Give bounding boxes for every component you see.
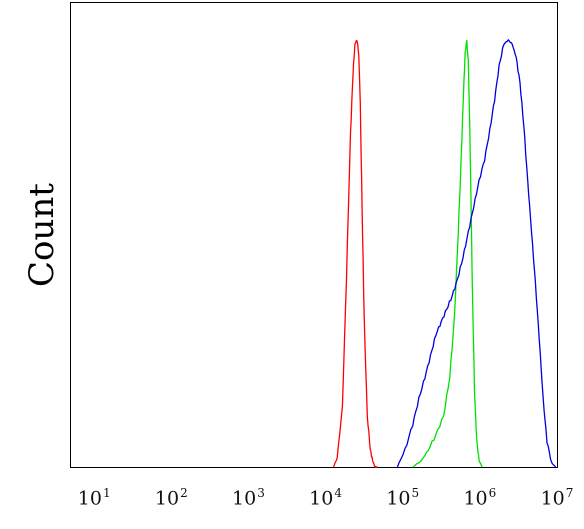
x-tick-base: 10	[463, 487, 488, 510]
x-tick-base: 10	[309, 487, 334, 510]
x-tick-exponent: 3	[257, 486, 265, 500]
x-tick-base: 10	[232, 487, 257, 510]
x-tick-label: 102	[155, 486, 188, 509]
x-tick-exponent: 6	[488, 486, 497, 500]
x-tick-exponent: 5	[411, 486, 420, 500]
x-tick-label: 104	[309, 486, 342, 509]
plot-area-frame	[70, 2, 558, 468]
histogram-series-line	[396, 39, 557, 468]
x-tick-label: 106	[463, 486, 496, 509]
x-tick-exponent: 7	[565, 486, 574, 500]
x-tick-label: 101	[78, 486, 111, 509]
x-tick-base: 10	[77, 487, 102, 510]
x-tick-exponent: 4	[334, 486, 343, 500]
x-tick-base: 10	[386, 487, 411, 510]
x-tick-base: 10	[540, 487, 565, 510]
x-tick-exponent: 2	[180, 486, 188, 500]
x-tick-label: 107	[541, 486, 574, 509]
x-tick-label: 105	[386, 486, 419, 509]
y-axis-label: Count	[22, 183, 62, 287]
histogram-series-line	[332, 39, 378, 468]
x-tick-label: 103	[232, 486, 265, 509]
x-tick-exponent: 1	[102, 486, 111, 500]
x-tick-base: 10	[154, 487, 180, 510]
histogram-series-line	[412, 39, 483, 468]
